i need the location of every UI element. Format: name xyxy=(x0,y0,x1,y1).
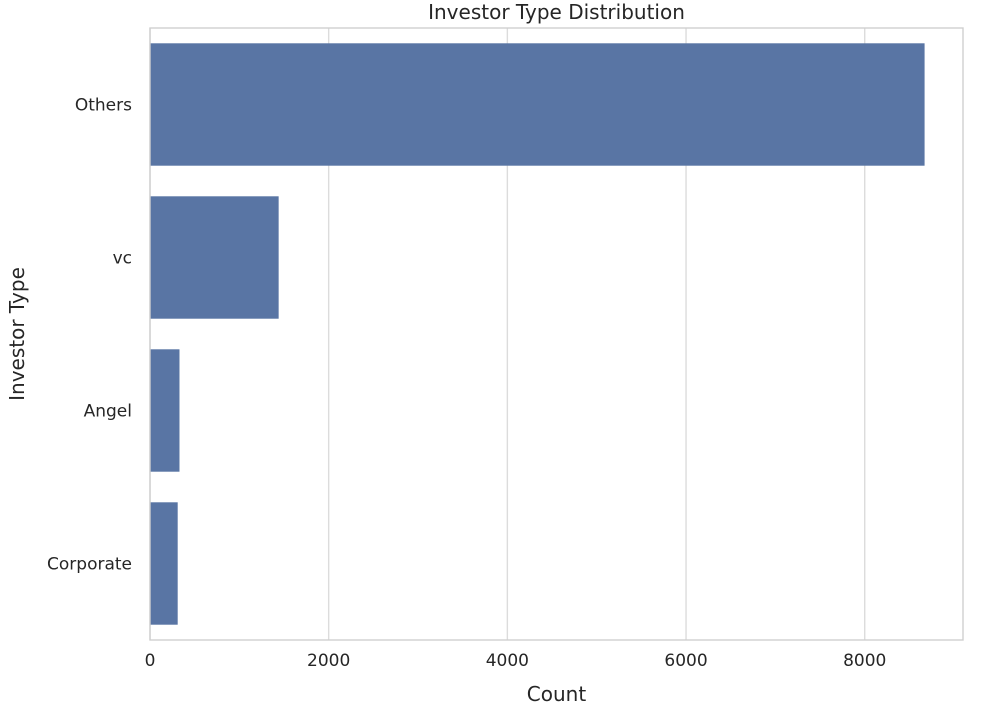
x-axis-ticks: 0 2000 4000 6000 8000 xyxy=(145,651,887,671)
x-tick-label: 4000 xyxy=(486,651,529,671)
y-tick-label: Corporate xyxy=(47,555,132,575)
x-axis-label: Count xyxy=(527,682,587,706)
bar-corporate xyxy=(150,502,178,625)
bar-others xyxy=(150,43,925,166)
y-tick-label: Others xyxy=(75,96,132,116)
y-tick-label: vc xyxy=(113,249,132,269)
plot-frame xyxy=(149,27,964,641)
bar-vc xyxy=(150,196,279,319)
x-tick-label: 8000 xyxy=(843,651,886,671)
chart-title: Investor Type Distribution xyxy=(428,0,685,24)
x-tick-label: 6000 xyxy=(664,651,707,671)
y-axis-label: Investor Type xyxy=(5,267,29,401)
y-tick-label: Angel xyxy=(84,402,132,422)
x-tick-label: 2000 xyxy=(307,651,350,671)
x-tick-label: 0 xyxy=(145,651,156,671)
bar-angel xyxy=(150,349,180,472)
y-axis-ticks: Others vc Angel Corporate xyxy=(47,96,132,575)
bars xyxy=(150,43,925,625)
